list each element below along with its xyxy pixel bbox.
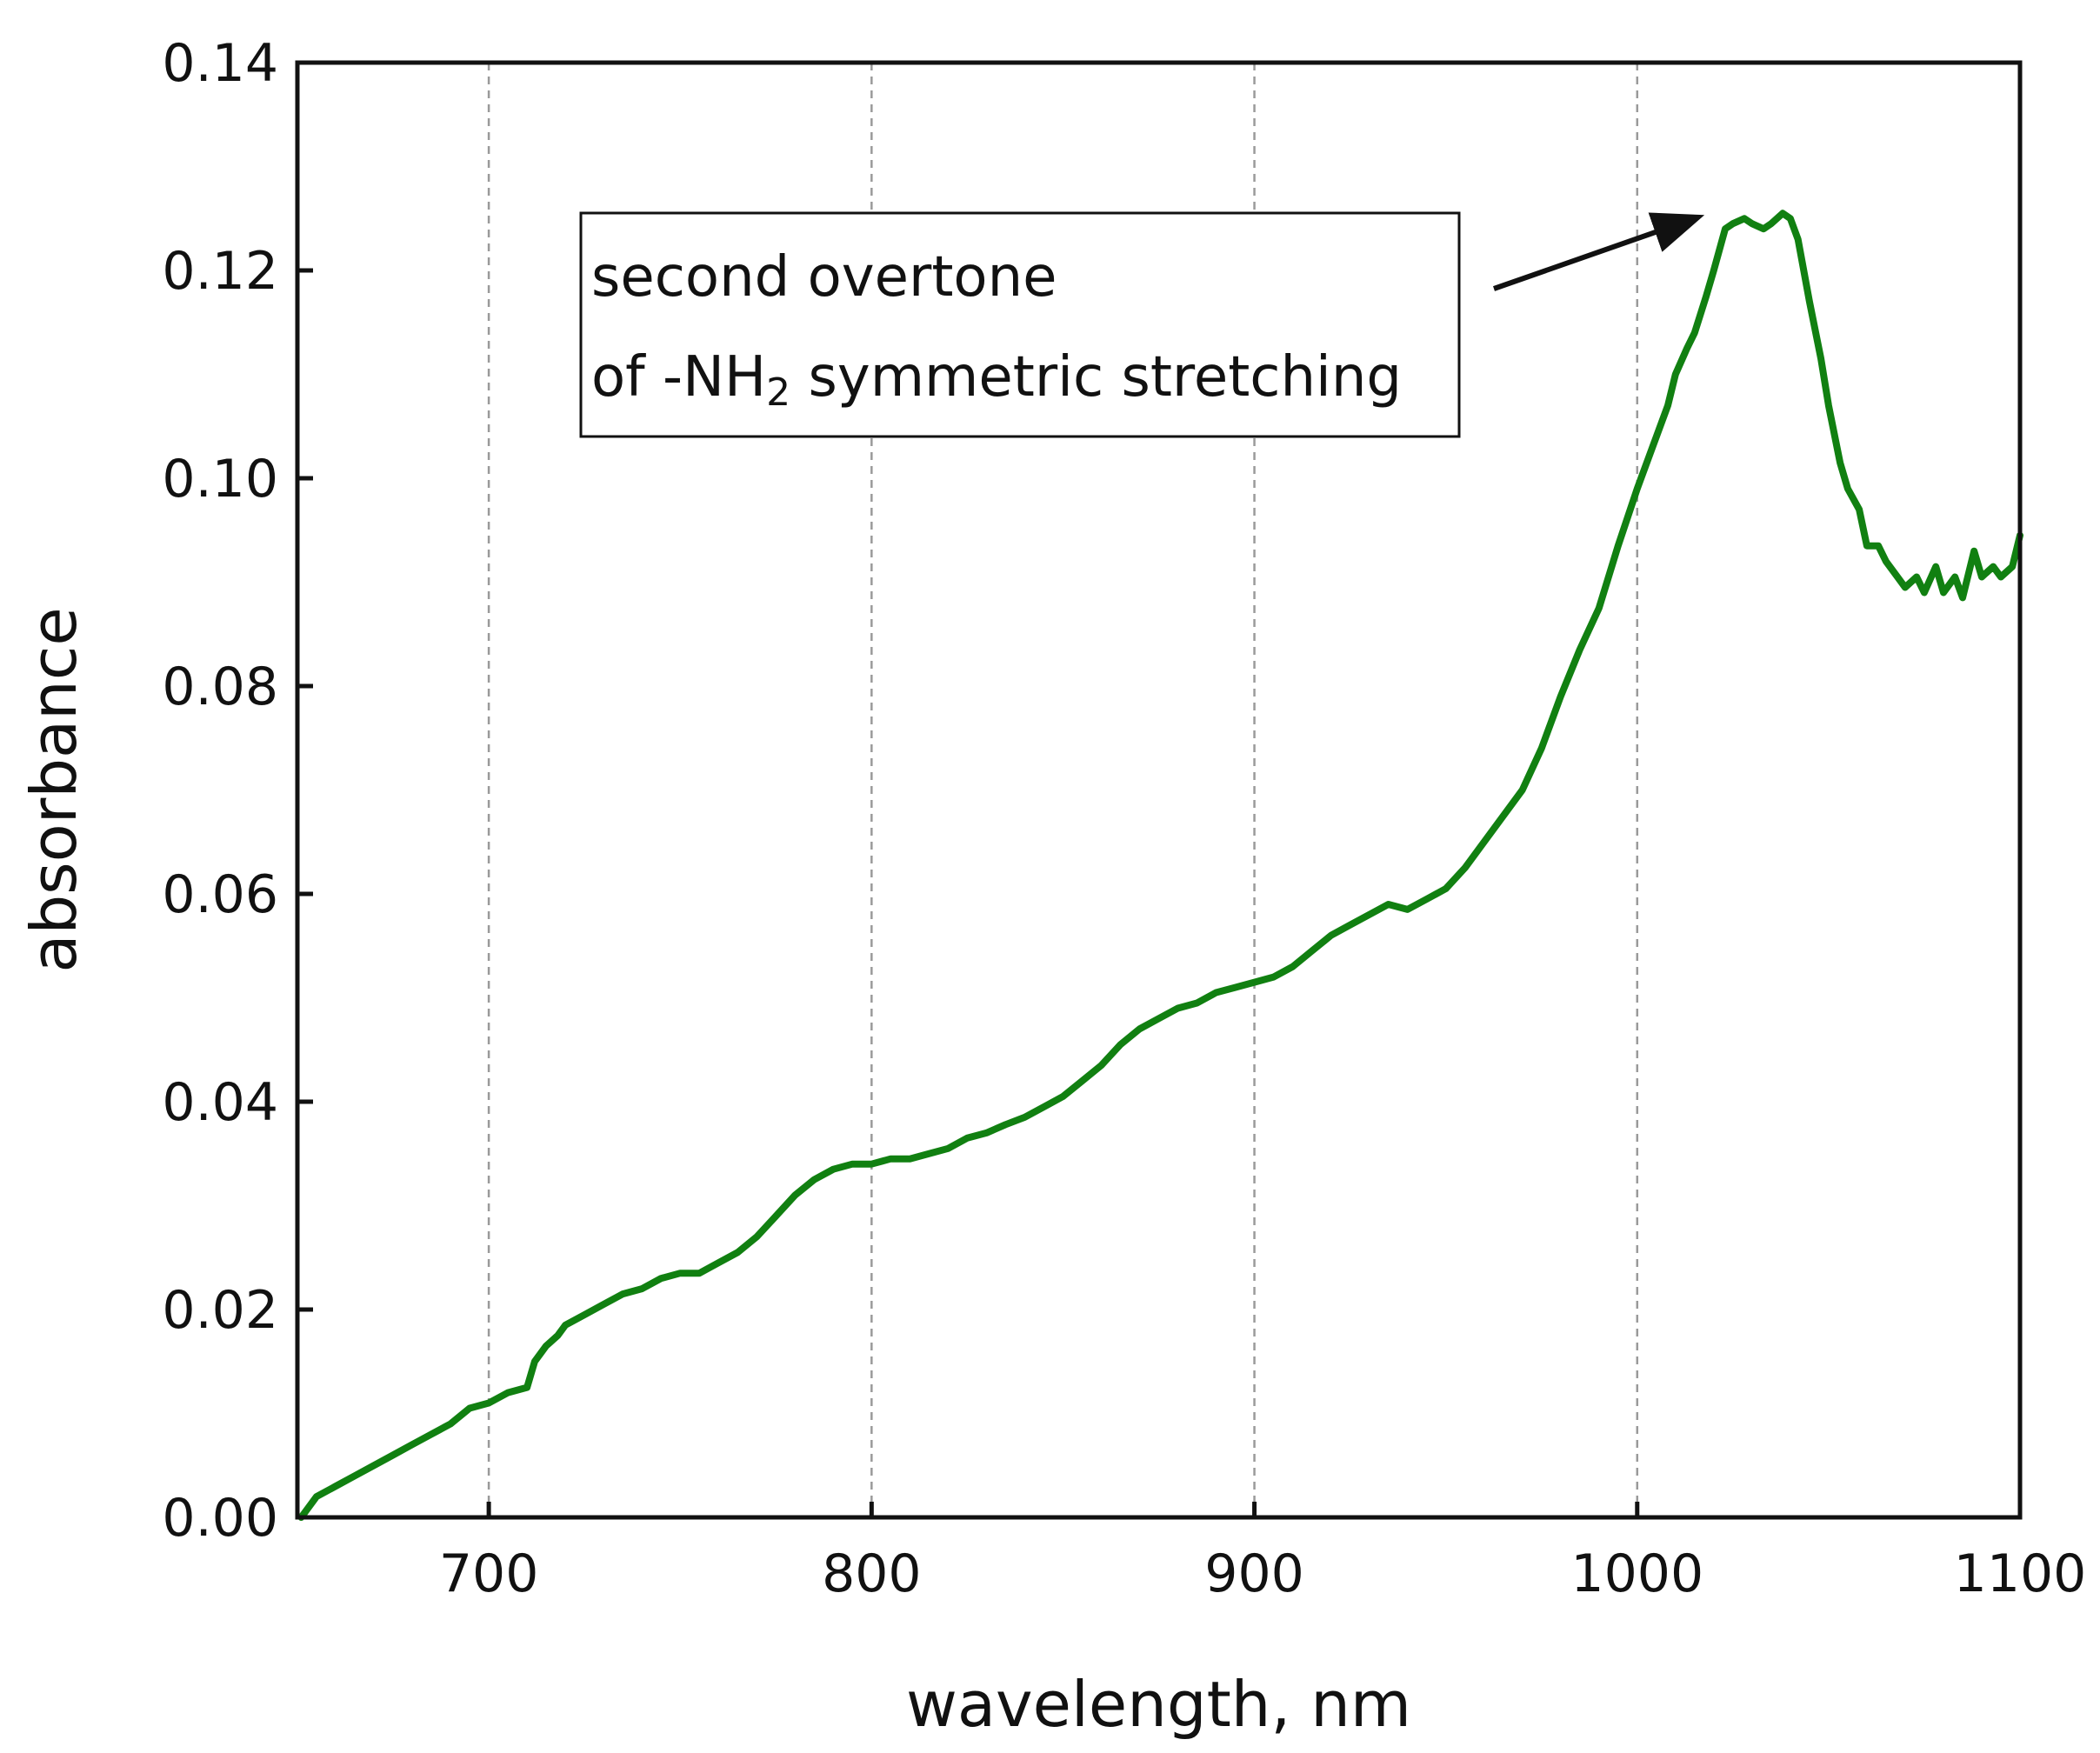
y-axis-title: absorbance — [17, 607, 90, 972]
annotation: second overtone of -NH2 symmetric stretc… — [579, 211, 1705, 438]
x-tick-label: 1000 — [1570, 1543, 1703, 1604]
annotation-line-2-prefix: of -NH — [591, 345, 766, 410]
x-tick-label: 800 — [822, 1543, 922, 1604]
absorbance-series-line — [297, 210, 2023, 1521]
y-tick-label: 0.10 — [162, 449, 278, 510]
tick-layer: 700 800 900 1000 1100 0.00 0.02 0.04 0.06 0.08 0.1… — [162, 33, 2086, 1604]
x-tick-label: 1100 — [1954, 1543, 2087, 1604]
x-tick-label: 900 — [1204, 1543, 1304, 1604]
annotation-line-1: second overtone — [591, 245, 1057, 310]
annotation-box — [579, 211, 1461, 438]
plot-frame — [295, 60, 2023, 1520]
y-tick-label: 0.02 — [162, 1280, 278, 1341]
y-tick-label: 0.12 — [162, 241, 278, 302]
annotation-arrow — [1493, 212, 1705, 291]
y-tick-label: 0.08 — [162, 657, 278, 717]
data-layer — [297, 210, 2023, 1521]
annotation-line-2-suffix: symmetric stretching — [790, 345, 1402, 410]
y-tick-label: 0.04 — [162, 1072, 278, 1133]
y-tick-label: 0.06 — [162, 864, 278, 925]
y-tick-label: 0.00 — [162, 1488, 278, 1549]
y-tick-label: 0.14 — [162, 33, 278, 94]
annotation-subscript: 2 — [766, 370, 790, 415]
x-tick-label: 700 — [439, 1543, 539, 1604]
x-axis-title: wavelength, nm — [906, 1668, 1411, 1741]
annotation-line-2: of -NH2 symmetric stretching — [591, 345, 1402, 415]
